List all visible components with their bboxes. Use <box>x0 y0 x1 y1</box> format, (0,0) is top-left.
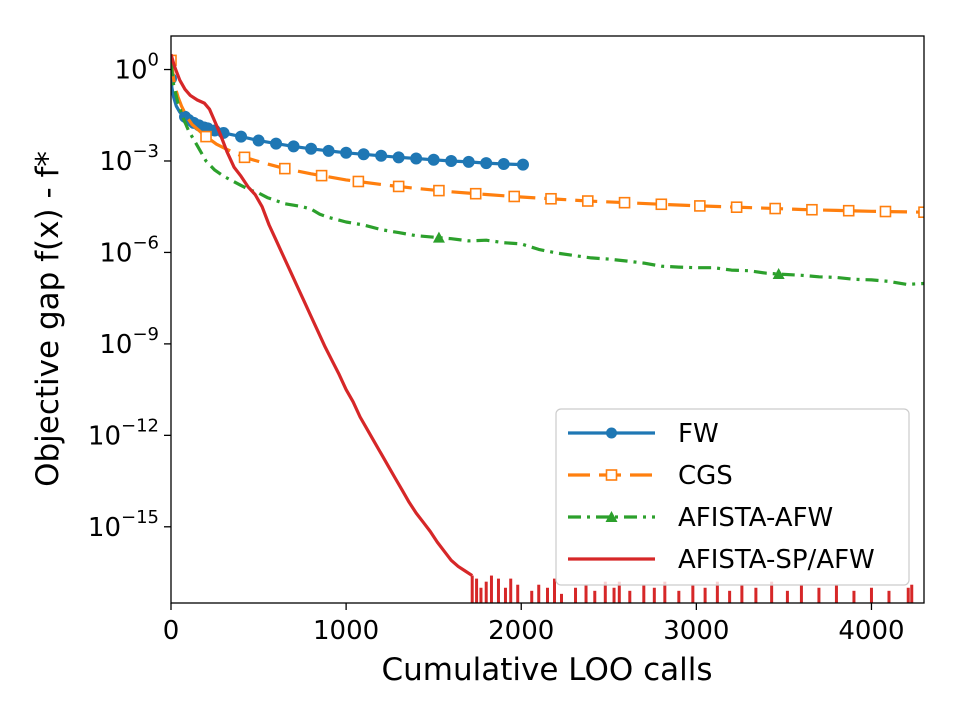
series-marker <box>433 184 445 197</box>
x-tick-label: 3000 <box>663 616 729 646</box>
legend-marker <box>605 511 618 522</box>
series-marker <box>235 130 248 143</box>
series-line <box>171 63 924 286</box>
series-marker <box>730 201 743 213</box>
series-marker <box>842 204 855 217</box>
series-marker <box>480 157 493 170</box>
y-tick-label: 100 <box>114 50 159 86</box>
ticks-layer: 0 1000 2000 3000 4000 100 10−3 10−6 10−9 10−12 10−… <box>88 50 905 646</box>
series-marker <box>806 203 818 216</box>
series-marker <box>918 206 924 218</box>
legend-box <box>555 408 910 586</box>
x-tick-label: 0 <box>163 616 180 646</box>
series-marker <box>200 130 212 143</box>
series-marker <box>427 153 440 166</box>
series-marker <box>270 137 283 150</box>
series-marker <box>445 154 458 167</box>
legend-label: AFISTA-SP/AFW <box>678 545 875 575</box>
series-marker <box>357 148 370 161</box>
series-marker <box>305 142 318 155</box>
series-marker <box>545 192 557 205</box>
series-marker <box>497 158 510 171</box>
series-marker <box>508 190 521 203</box>
y-axis-label: Objective gap f(x) - f* <box>30 151 66 487</box>
y-tick-label: 10−9 <box>99 324 159 360</box>
series-marker <box>581 195 594 207</box>
legend-label: CGS <box>678 461 733 491</box>
series-marker <box>410 152 423 165</box>
series-marker <box>516 158 529 171</box>
series-marker <box>769 202 781 215</box>
series-marker <box>694 200 706 212</box>
series-marker <box>340 146 353 159</box>
series-marker <box>618 196 631 209</box>
series-marker <box>469 187 482 200</box>
series-marker <box>462 155 475 168</box>
series-marker <box>287 140 300 153</box>
y-tick-label: 10−12 <box>88 415 159 451</box>
series-marker <box>279 162 291 175</box>
series-line <box>171 53 474 577</box>
series-marker <box>322 144 335 157</box>
series-marker <box>315 169 328 182</box>
series-marker <box>772 268 785 280</box>
x-tick-label: 4000 <box>838 616 904 646</box>
series-marker <box>655 198 668 211</box>
series-marker <box>879 205 892 218</box>
x-tick-label: 2000 <box>488 616 554 646</box>
x-tick-label: 1000 <box>313 616 379 646</box>
series-marker <box>375 149 388 162</box>
plot-frame <box>170 35 925 604</box>
x-axis-label: Cumulative LOO calls <box>381 652 712 688</box>
series-marker <box>392 180 405 193</box>
series-marker <box>392 151 405 164</box>
y-tick-label: 10−6 <box>99 232 159 268</box>
series-cgs <box>171 54 924 218</box>
legend-marker <box>606 427 617 439</box>
y-tick-label: 10−3 <box>99 141 159 177</box>
legend-label: FW <box>678 419 719 449</box>
series-marker <box>352 175 365 188</box>
series-marker <box>238 151 251 164</box>
series-marker <box>252 134 265 147</box>
legend-marker <box>605 469 618 481</box>
legend: FW CGS AFISTA-AFW AFISTA-SP/AFW <box>555 408 910 586</box>
legend-label: AFISTA-AFW <box>678 503 833 533</box>
series-marker <box>432 231 445 243</box>
y-tick-label: 10−15 <box>88 507 159 543</box>
